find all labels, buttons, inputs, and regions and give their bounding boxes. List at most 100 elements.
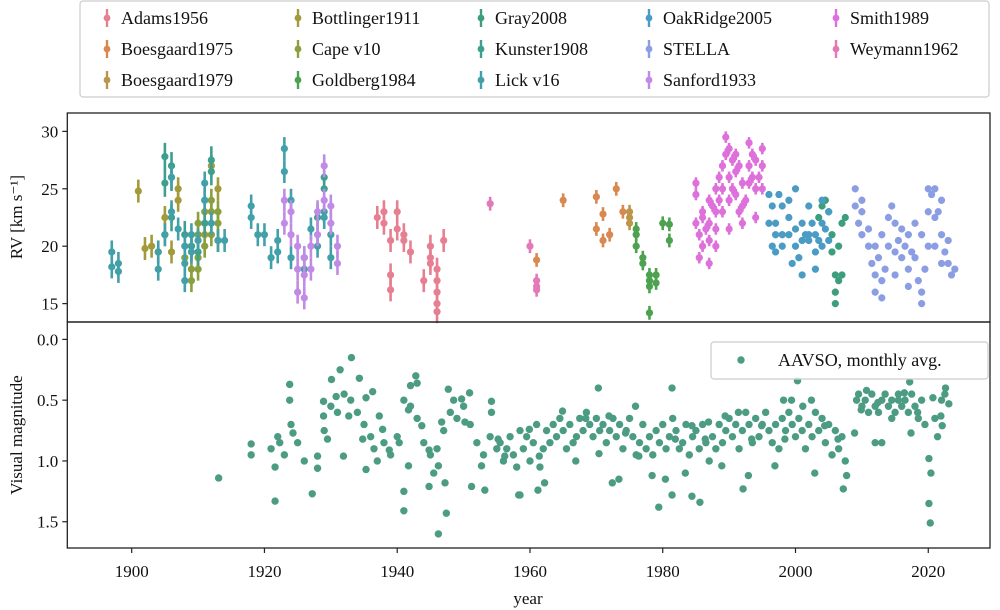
data-point [908, 248, 916, 256]
data-point [247, 440, 255, 448]
magnitude-panel-marks [214, 353, 953, 538]
data-point [665, 236, 673, 245]
data-point [430, 469, 438, 477]
data-point [395, 439, 403, 447]
data-point [918, 288, 926, 296]
legend-marker-dot [294, 14, 302, 22]
data-point [655, 439, 664, 447]
data-point [911, 254, 919, 262]
data-point [898, 402, 906, 410]
y-tick-label: 1.5 [37, 513, 58, 532]
data-point [838, 271, 846, 279]
data-point [333, 259, 342, 268]
data-point [941, 248, 949, 256]
data-point [728, 185, 737, 193]
data-point [599, 236, 607, 245]
data-point [911, 402, 919, 410]
data-point [914, 277, 922, 285]
data-point [632, 242, 640, 250]
data-point [161, 213, 169, 222]
x-tick-label: 1920 [247, 562, 281, 581]
data-point [559, 196, 567, 204]
data-point [499, 457, 508, 465]
data-point [533, 256, 541, 264]
data-point [927, 190, 936, 199]
data-point [280, 219, 288, 227]
data-point [526, 242, 534, 250]
data-point [722, 150, 730, 158]
data-point [805, 202, 813, 210]
data-point [768, 202, 776, 210]
data-point [274, 236, 282, 245]
data-point [725, 196, 733, 204]
data-point [904, 282, 912, 291]
data-point [748, 173, 756, 181]
data-point [871, 271, 879, 279]
data-point [516, 491, 524, 499]
y-tick-label: 25 [41, 180, 58, 199]
data-point [194, 236, 202, 245]
data-point [825, 236, 833, 245]
data-point [320, 185, 328, 193]
y-tick-label: 1.0 [37, 452, 58, 471]
data-point [755, 432, 763, 441]
data-point [174, 196, 182, 204]
data-point [702, 439, 710, 447]
data-point [778, 202, 786, 210]
data-point [735, 445, 743, 453]
legend-label: Weymann1962 [850, 39, 959, 59]
series-oakridge2005 [765, 185, 833, 279]
data-point [668, 491, 676, 499]
data-point [871, 402, 879, 410]
data-point [758, 144, 766, 153]
data-point [688, 432, 697, 441]
legend-label: Gray2008 [495, 8, 567, 28]
data-point [589, 432, 597, 441]
data-point [549, 420, 557, 429]
data-point [705, 236, 713, 245]
data-point [289, 429, 297, 437]
data-point [900, 389, 909, 397]
data-point [347, 353, 356, 362]
data-point [400, 396, 408, 404]
data-point [842, 471, 851, 480]
data-point [287, 208, 295, 216]
data-point [619, 445, 627, 453]
data-point [307, 225, 315, 233]
data-point [705, 457, 713, 465]
data-point [695, 254, 703, 262]
data-point [181, 277, 189, 285]
data-point [931, 213, 939, 222]
data-point [433, 308, 441, 316]
data-point [904, 408, 913, 417]
data-point [319, 412, 328, 420]
data-point [815, 236, 823, 245]
data-point [758, 185, 766, 193]
data-point [449, 396, 458, 404]
data-point [941, 390, 949, 398]
data-point [536, 463, 544, 471]
data-point [572, 457, 580, 465]
data-point [722, 133, 730, 141]
data-point [878, 439, 886, 447]
data-point [412, 372, 420, 380]
data-point [662, 445, 670, 453]
data-point [702, 225, 710, 233]
data-point [785, 408, 793, 417]
data-point [937, 259, 946, 268]
data-point [439, 426, 448, 435]
data-point [695, 445, 703, 453]
data-point [858, 208, 866, 216]
data-point [167, 208, 176, 216]
data-point [648, 471, 656, 480]
data-point [632, 451, 640, 459]
data-point [894, 390, 903, 398]
y-tick-label: 0.5 [37, 391, 58, 410]
data-point [937, 231, 946, 239]
data-point [446, 408, 455, 417]
data-point [905, 378, 914, 386]
data-point [214, 185, 222, 193]
data-point [835, 242, 843, 250]
magnitude-panel-frame [66, 321, 991, 549]
